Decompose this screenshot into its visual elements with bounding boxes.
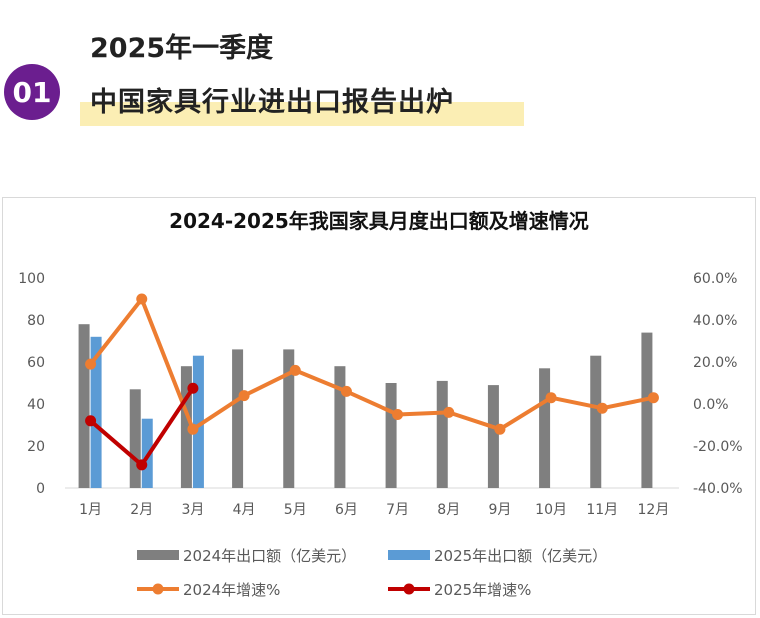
point-2024: [238, 390, 250, 402]
y-tick-label: 0: [36, 481, 45, 497]
bar-2024: [283, 349, 295, 488]
bar-2024: [180, 366, 192, 488]
point-2024: [443, 406, 455, 418]
x-tick-label: 12月: [638, 502, 670, 518]
x-tick-label: 1月: [79, 502, 102, 518]
legend-swatch: [137, 550, 179, 560]
point-2024: [647, 392, 659, 404]
point-2024: [545, 392, 557, 404]
export-chart: 2024-2025年我国家具月度出口额及增速情况 100 80 60 40 20 0 60.0…: [18, 209, 743, 599]
chart-title: 2024-2025年我国家具月度出口额及增速情况: [169, 209, 589, 233]
x-tick-label: 4月: [233, 502, 256, 518]
legend-swatch: [388, 550, 430, 560]
x-tick-label: 10月: [535, 502, 567, 518]
legend-marker: [403, 583, 415, 595]
legend-label: 2024年增速%: [183, 581, 280, 599]
y2-tick-label: 40.0%: [693, 313, 737, 329]
bar-2025: [192, 355, 204, 488]
y-tick-label: 100: [18, 271, 45, 287]
bar-2025: [90, 336, 102, 488]
y2-tick-label: -20.0%: [693, 439, 743, 455]
chart-frame: 2024-2025年我国家具月度出口额及增速情况 100 80 60 40 20 0 60.0…: [2, 197, 756, 615]
x-tick-label: 9月: [488, 502, 511, 518]
bar-2024: [129, 389, 141, 488]
x-tick-label: 3月: [181, 502, 204, 518]
line-2024: [89, 297, 654, 432]
legend-label: 2024年出口额（亿美元）: [183, 547, 356, 565]
point-2024: [85, 358, 97, 370]
y2-tick-label: 20.0%: [693, 355, 737, 371]
point-2024: [340, 385, 352, 397]
point-2025: [136, 459, 148, 471]
legend-label: 2025年增速%: [434, 581, 531, 599]
headline-highlight: [80, 102, 524, 126]
point-2024: [596, 402, 608, 414]
bar-2024: [641, 332, 653, 488]
headline-line-1: 2025年一季度: [90, 33, 274, 64]
y-tick-label: 20: [27, 439, 45, 455]
y2-tick-label: 60.0%: [693, 271, 737, 287]
point-2024: [187, 423, 199, 435]
point-2024: [289, 364, 301, 376]
bar-2024: [334, 366, 346, 488]
section-number-badge: 01: [4, 64, 60, 120]
x-tick-label: 6月: [335, 502, 358, 518]
bar-2024: [590, 355, 602, 488]
point-2024: [392, 409, 404, 420]
x-tick-label: 7月: [386, 502, 409, 518]
bar-2024: [385, 383, 397, 488]
point-2025: [187, 382, 199, 394]
bar-2024: [232, 349, 244, 488]
y-tick-label: 40: [27, 397, 45, 413]
x-tick-label: 11月: [586, 502, 618, 518]
point-2024: [494, 423, 506, 435]
legend-label: 2025年出口额（亿美元）: [434, 547, 607, 565]
x-tick-label: 2月: [130, 502, 153, 518]
headline-line-2: 中国家具行业进出口报告出炉: [90, 87, 454, 118]
legend-marker: [152, 583, 164, 595]
bar-2024: [436, 380, 448, 488]
x-tick-label: 8月: [437, 502, 460, 518]
bar-2024: [539, 368, 551, 488]
y-tick-label: 60: [27, 355, 45, 371]
y2-tick-label: 0.0%: [693, 397, 729, 413]
bar-2024: [78, 324, 90, 488]
point-2024: [136, 293, 148, 305]
y2-tick-label: -40.0%: [693, 481, 743, 497]
y-tick-label: 80: [27, 313, 45, 329]
point-2025: [85, 415, 97, 427]
x-tick-label: 5月: [284, 502, 307, 518]
bar-2024: [487, 385, 499, 488]
